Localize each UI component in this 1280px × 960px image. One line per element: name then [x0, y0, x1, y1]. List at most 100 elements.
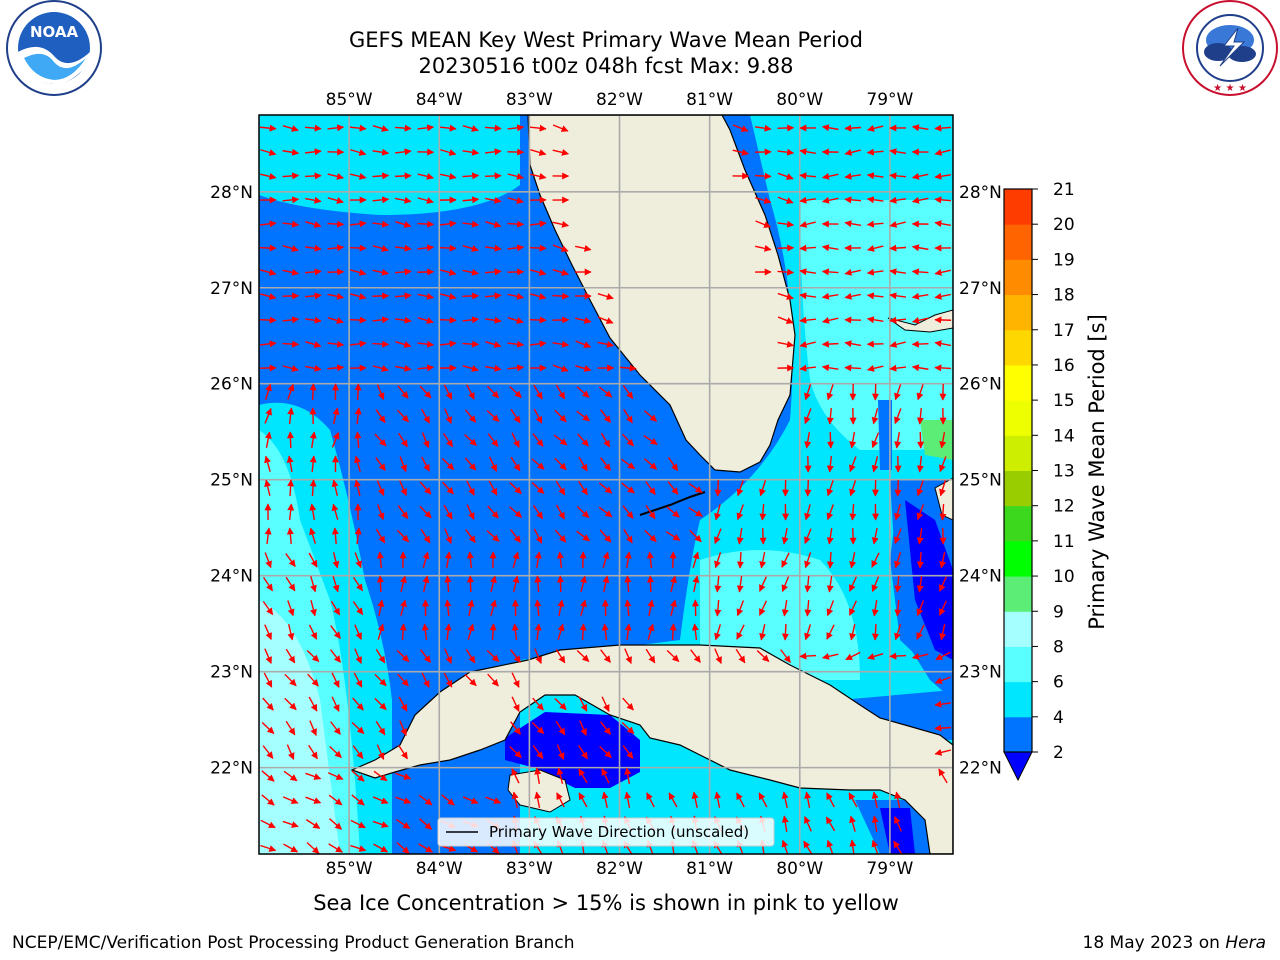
- wave-arrow-654: [308, 744, 318, 760]
- wave-arrow-545: [871, 599, 879, 617]
- wave-arrow-261: [911, 364, 929, 372]
- wave-arrow-489: [310, 576, 317, 593]
- wave-arrow-598: [666, 650, 680, 662]
- wave-arrow-208: [822, 316, 839, 324]
- wave-arrow-477: [736, 551, 744, 569]
- wave-arrow-625: [284, 697, 297, 711]
- wave-arrow-621: [487, 673, 499, 687]
- wave-arrow-108: [552, 220, 570, 228]
- wave-arrow-659: [509, 746, 522, 758]
- wave-arrow-445: [714, 528, 722, 545]
- wave-arrow-662: [578, 744, 588, 760]
- wave-arrow-342: [375, 457, 386, 472]
- wave-arrow-624: [262, 697, 274, 711]
- wave-arrow-213: [934, 316, 952, 324]
- wave-arrow-554: [377, 623, 385, 640]
- wave-arrow-671: [373, 770, 388, 782]
- wave-arrow-126: [439, 244, 457, 252]
- lat-label-right-0: 28°N: [959, 183, 1002, 203]
- lat-label-left-1: 27°N: [210, 279, 253, 299]
- wave-arrow-638: [261, 722, 275, 734]
- lat-label-right-2: 26°N: [959, 375, 1002, 395]
- wave-arrow-18: [821, 124, 839, 132]
- wave-arrow-583: [330, 649, 341, 663]
- wave-arrow-458: [308, 552, 318, 568]
- wave-arrow-211: [889, 316, 907, 324]
- wave-arrow-69: [889, 172, 907, 180]
- wave-arrow-117: [934, 220, 952, 228]
- wave-arrow-587: [420, 649, 431, 663]
- wave-arrow-708: [894, 791, 902, 808]
- wave-arrow-196: [394, 316, 412, 324]
- wave-arrow-26: [304, 148, 322, 156]
- wave-arrow-276: [555, 384, 566, 400]
- wave-arrow-66: [821, 172, 839, 180]
- wave-arrow-96: [282, 220, 300, 228]
- wave-arrow-244: [395, 364, 412, 372]
- wave-arrow-207: [799, 316, 817, 324]
- wave-arrow-263: [264, 383, 272, 400]
- wave-arrow-268: [376, 384, 385, 401]
- wave-arrow-690: [485, 796, 502, 804]
- wave-arrow-548: [938, 600, 948, 616]
- wave-arrow-490: [332, 576, 340, 593]
- wave-arrow-191: [282, 316, 300, 324]
- wave-arrow-192: [304, 316, 322, 324]
- wave-arrow-236: [911, 340, 929, 348]
- wave-arrow-704: [804, 791, 812, 808]
- wave-arrow-432: [420, 528, 431, 544]
- wave-arrow-56: [440, 172, 457, 180]
- wave-arrow-602: [756, 650, 770, 662]
- wave-arrow-649: [600, 721, 611, 735]
- wave-arrow-227: [552, 340, 570, 348]
- colorbar-segment-1: [1004, 681, 1032, 718]
- wave-arrow-571: [759, 624, 767, 641]
- wave-arrow-599: [690, 649, 701, 663]
- wave-arrow-396: [309, 503, 317, 521]
- wave-arrow-109: [755, 220, 772, 228]
- wave-arrow-92: [889, 196, 907, 204]
- wave-arrow-733: [804, 816, 812, 832]
- wave-arrow-633: [554, 697, 567, 711]
- wave-arrow-184: [821, 292, 839, 300]
- lat-label-left-4: 24°N: [210, 567, 253, 587]
- wave-arrow-303: [623, 408, 633, 424]
- wave-arrow-683: [328, 794, 343, 806]
- wave-arrow-713: [350, 819, 366, 829]
- wave-arrow-330: [804, 431, 812, 449]
- wave-arrow-536: [670, 599, 677, 616]
- wave-arrow-291: [354, 407, 362, 425]
- wave-arrow-139: [889, 244, 907, 252]
- wave-arrow-737: [894, 816, 902, 832]
- wave-arrow-526: [444, 599, 452, 617]
- period-zone-9s-patch: [920, 420, 953, 460]
- wave-arrow-257: [821, 364, 839, 372]
- wave-arrow-148: [394, 268, 412, 276]
- wave-arrow-34: [484, 148, 502, 156]
- wave-arrow-420: [849, 503, 857, 521]
- wave-arrow-320: [442, 432, 454, 448]
- wave-arrow-513: [849, 576, 857, 592]
- wave-arrow-10: [484, 124, 502, 132]
- wave-arrow-601: [735, 648, 746, 664]
- wave-arrow-212: [912, 316, 929, 324]
- wave-arrow-57: [462, 172, 480, 180]
- florida-land: [527, 115, 796, 473]
- wave-arrow-393: [939, 480, 947, 497]
- wave-arrow-496: [466, 575, 474, 593]
- wave-arrow-247: [462, 365, 479, 372]
- wave-arrow-617: [397, 673, 409, 687]
- wave-arrow-193: [327, 317, 344, 324]
- wave-arrow-715: [395, 819, 411, 829]
- wave-arrow-345: [441, 457, 455, 471]
- colorbar-under-triangle: [1003, 751, 1033, 782]
- wave-arrow-9: [462, 124, 479, 132]
- wave-arrow-150: [440, 269, 457, 276]
- colorbar-segment-12: [1004, 294, 1032, 331]
- wave-arrow-597: [645, 648, 656, 664]
- lon-label-bottom-4: 81°W: [686, 859, 733, 879]
- wave-arrow-151: [462, 268, 480, 276]
- wave-arrow-613: [307, 673, 319, 687]
- wave-arrow-549: [264, 624, 272, 640]
